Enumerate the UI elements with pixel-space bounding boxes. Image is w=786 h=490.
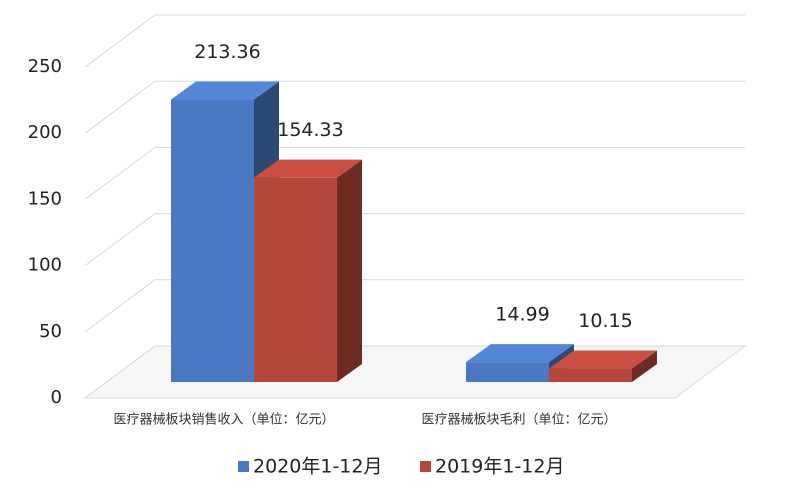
legend-swatch	[238, 461, 249, 472]
grid-line	[84, 146, 745, 200]
legend-label: 2019年1-12月	[435, 456, 564, 478]
value-label: 10.15	[578, 310, 632, 332]
y-tick-label: 150	[28, 188, 62, 209]
value-label: 154.33	[277, 119, 343, 141]
x-tick-label: 医疗器械板块销售收入（单位：亿元）	[113, 412, 334, 428]
x-tick-label: 医疗器械板块毛利（单位：亿元）	[421, 413, 616, 428]
value-label: 213.36	[194, 41, 260, 63]
grid-line	[84, 14, 745, 68]
value-label: 14.99	[495, 304, 549, 326]
grid-line	[84, 213, 745, 267]
bar	[254, 177, 337, 382]
y-tick-label: 250	[28, 56, 62, 77]
bar-top	[549, 350, 657, 369]
bar-top	[466, 344, 574, 363]
bar	[466, 362, 549, 382]
y-tick-label: 50	[39, 321, 62, 342]
y-tick-label: 200	[28, 122, 62, 143]
bar-top	[171, 81, 279, 100]
bar-side	[632, 350, 657, 382]
y-tick-label: 100	[28, 255, 62, 276]
bar	[171, 99, 254, 383]
y-tick-label: 0	[51, 387, 62, 408]
legend-swatch	[420, 461, 431, 472]
grid-line	[84, 80, 745, 134]
bar-top	[254, 159, 362, 178]
grid-line	[84, 279, 745, 333]
legend-label: 2020年1-12月	[253, 456, 382, 478]
bar	[549, 368, 632, 382]
bar-side	[337, 159, 362, 382]
